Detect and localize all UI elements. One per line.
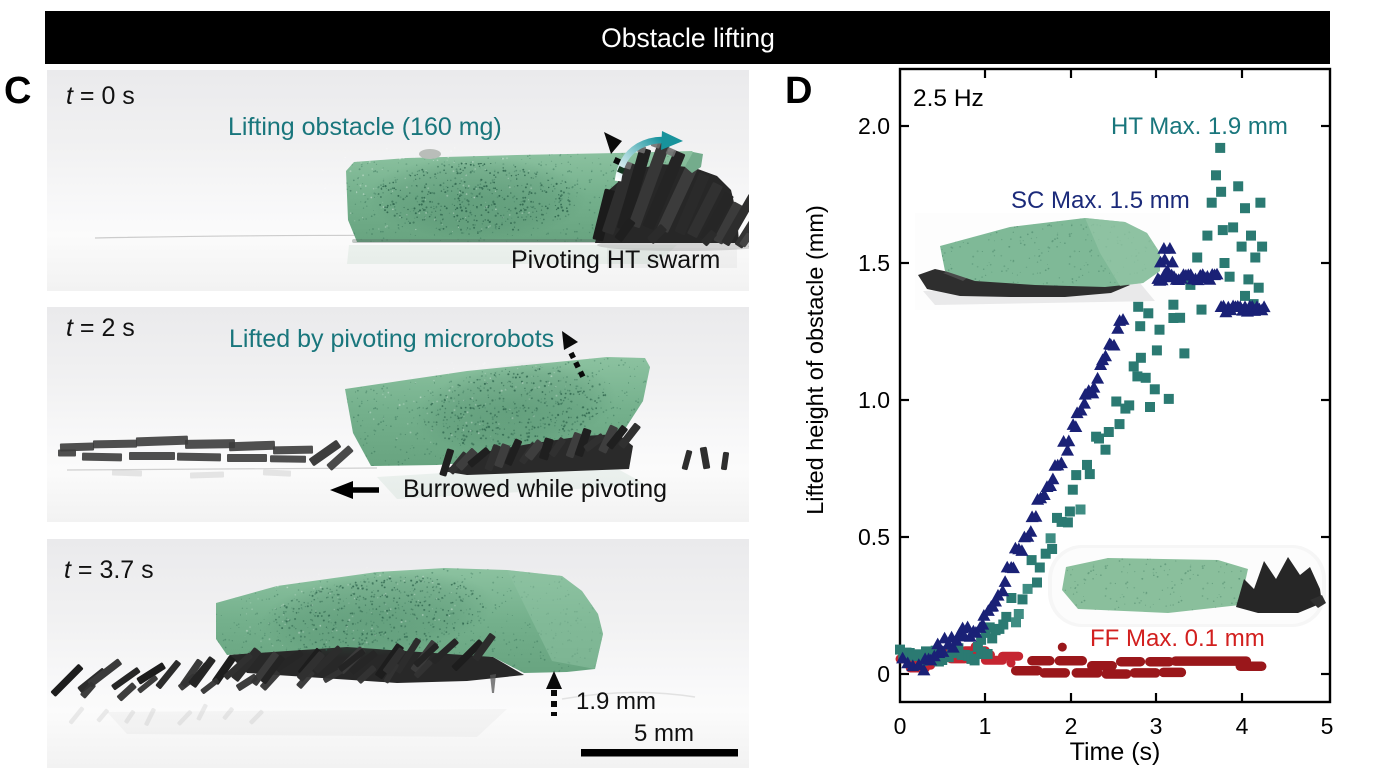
- svg-text:SC Max. 1.5 mm: SC Max. 1.5 mm: [1011, 187, 1190, 214]
- svg-text:0: 0: [894, 713, 907, 739]
- svg-text:Lifted by pivoting microrobots: Lifted by pivoting microrobots: [229, 325, 554, 353]
- svg-text:Obstacle lifting: Obstacle lifting: [601, 23, 775, 53]
- svg-text:D: D: [785, 70, 812, 112]
- svg-text:C: C: [4, 70, 31, 112]
- svg-text:FF Max. 0.1 mm: FF Max. 0.1 mm: [1090, 625, 1265, 652]
- svg-text:5: 5: [1321, 713, 1334, 739]
- svg-text:1.5: 1.5: [858, 250, 890, 276]
- svg-text:5 mm: 5 mm: [634, 720, 694, 747]
- svg-text:Lifted height of obstacle (mm): Lifted height of obstacle (mm): [802, 205, 828, 515]
- svg-text:Lifting obstacle (160 mg): Lifting obstacle (160 mg): [228, 113, 502, 141]
- svg-text:0.5: 0.5: [858, 524, 890, 550]
- svg-text:0: 0: [877, 661, 890, 687]
- svg-text:Pivoting HT swarm: Pivoting HT swarm: [511, 246, 720, 274]
- svg-text:HT Max. 1.9 mm: HT Max. 1.9 mm: [1111, 113, 1288, 140]
- svg-text:2.0: 2.0: [858, 113, 890, 139]
- svg-text:2: 2: [1065, 713, 1078, 739]
- svg-text:t = 3.7 s: t = 3.7 s: [64, 556, 154, 584]
- svg-text:1.0: 1.0: [858, 387, 890, 413]
- svg-text:Burrowed while pivoting: Burrowed while pivoting: [403, 475, 667, 503]
- svg-text:1.9 mm: 1.9 mm: [576, 688, 656, 715]
- svg-text:1: 1: [979, 713, 992, 739]
- svg-text:4: 4: [1236, 713, 1249, 739]
- svg-text:t = 0 s: t = 0 s: [66, 82, 135, 110]
- svg-text:3: 3: [1150, 713, 1163, 739]
- svg-text:t = 2 s: t = 2 s: [66, 314, 135, 342]
- svg-text:Time (s): Time (s): [1070, 738, 1161, 766]
- svg-text:2.5 Hz: 2.5 Hz: [913, 85, 984, 112]
